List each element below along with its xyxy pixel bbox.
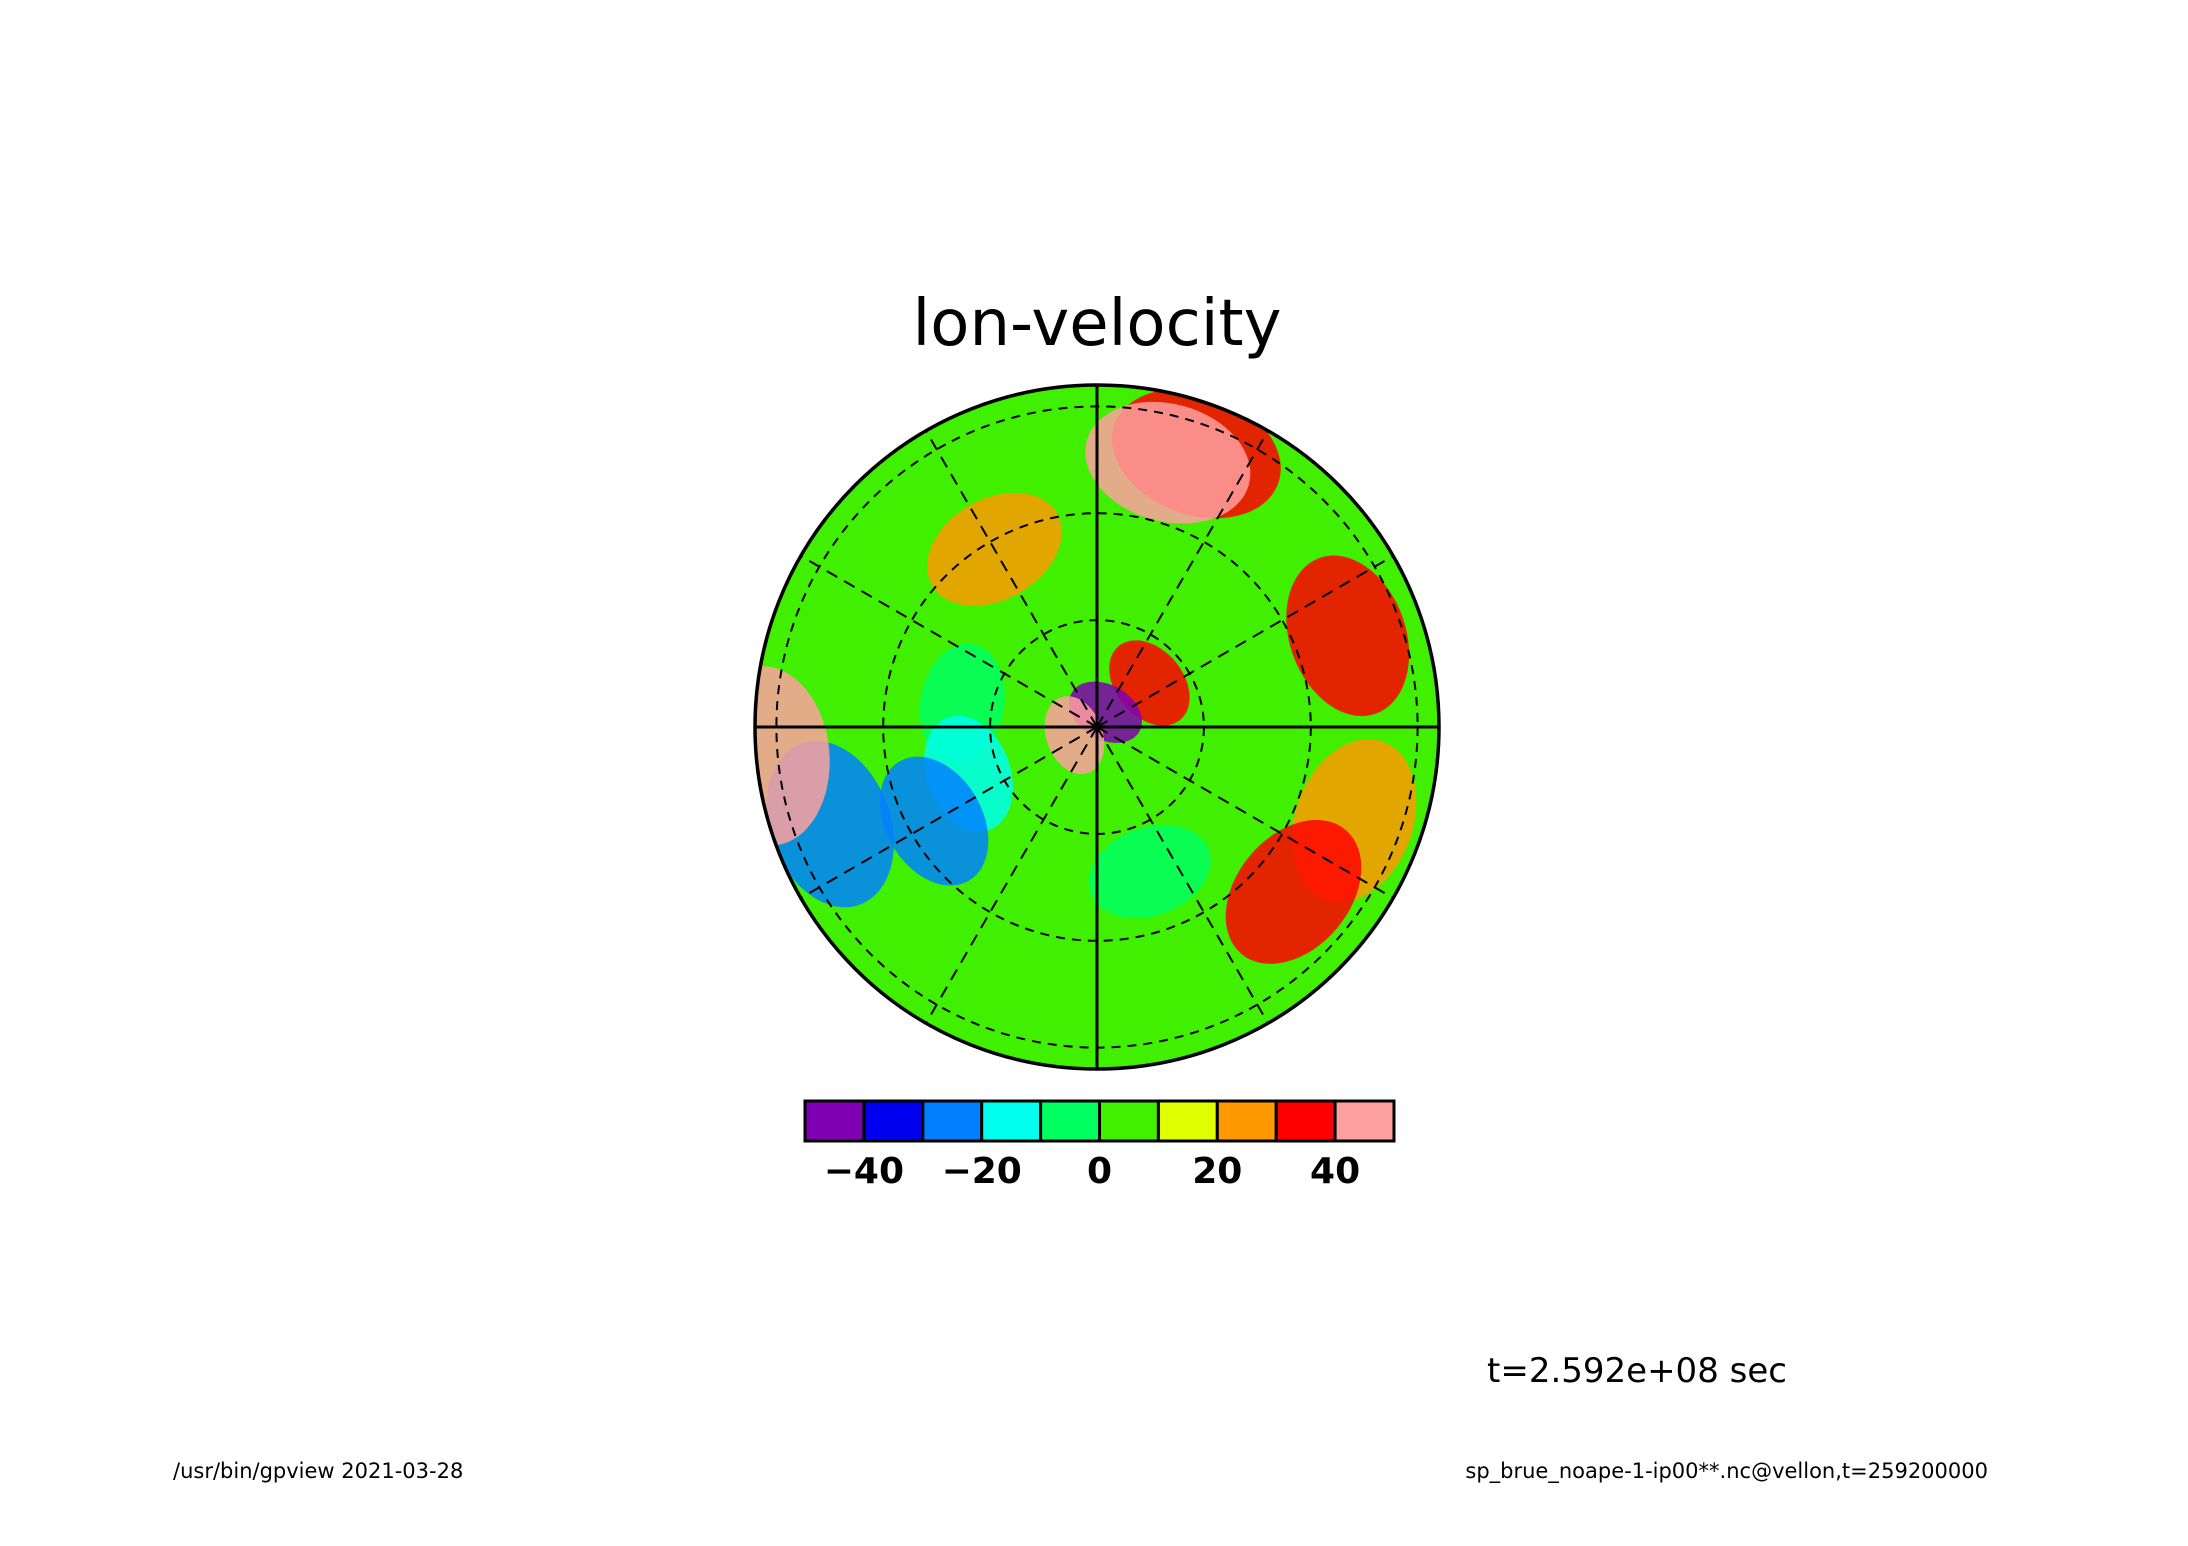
colorbar-tick-label: −20 bbox=[942, 1151, 1022, 1192]
colorbar-swatch-0 bbox=[803, 1099, 866, 1143]
disk-outline bbox=[753, 383, 1441, 1071]
grid-radial-210 bbox=[800, 726, 1098, 899]
footer-left: /usr/bin/gpview 2021-03-28 bbox=[173, 1459, 463, 1483]
polar-grid bbox=[755, 385, 1439, 1069]
colorbar-swatch-7 bbox=[1215, 1099, 1278, 1143]
field-marks bbox=[755, 389, 1417, 964]
grid-radial-330 bbox=[1096, 726, 1394, 899]
colorbar-swatch-9 bbox=[1333, 1099, 1396, 1143]
field-sample-2 bbox=[1286, 555, 1410, 717]
grid-radial-150 bbox=[800, 555, 1098, 728]
colorbar-swatch-6 bbox=[1156, 1099, 1219, 1143]
chart-title: lon-velocity bbox=[913, 287, 1282, 361]
grid-radial-120 bbox=[925, 430, 1098, 728]
colorbar-tick-label: 20 bbox=[1192, 1151, 1242, 1192]
field-sample-1 bbox=[1085, 401, 1251, 524]
field-sample-14 bbox=[1044, 696, 1105, 775]
time-annotation: t=2.592e+08 sec bbox=[1487, 1351, 1787, 1391]
colorbar-swatch-8 bbox=[1274, 1099, 1337, 1143]
colorbar-tick-label: 40 bbox=[1310, 1151, 1360, 1192]
grid-radial-240 bbox=[925, 726, 1098, 1024]
colorbar-tick-label: 0 bbox=[1087, 1151, 1112, 1192]
colorbar-tick-label: −40 bbox=[824, 1151, 904, 1192]
field-sample-10 bbox=[755, 666, 830, 846]
grid-radial-60 bbox=[1096, 430, 1269, 728]
colorbar: −40 −20 0 20 40 bbox=[803, 1099, 1396, 1192]
colorbar-swatch-3 bbox=[980, 1099, 1043, 1143]
colorbar-swatch-1 bbox=[862, 1099, 925, 1143]
field-sample-11 bbox=[1088, 824, 1211, 919]
colorbar-swatch-4 bbox=[1039, 1099, 1101, 1143]
grid-radial-30 bbox=[1096, 555, 1394, 728]
colorbar-swatch-5 bbox=[1098, 1099, 1160, 1143]
footer-right: sp_brue_noape-1-ip00**.nc@vellon,t=25920… bbox=[1465, 1459, 1988, 1484]
grid-radial-300 bbox=[1096, 726, 1269, 1024]
field-sample-4 bbox=[1225, 819, 1362, 964]
colorbar-swatch-2 bbox=[921, 1099, 984, 1143]
